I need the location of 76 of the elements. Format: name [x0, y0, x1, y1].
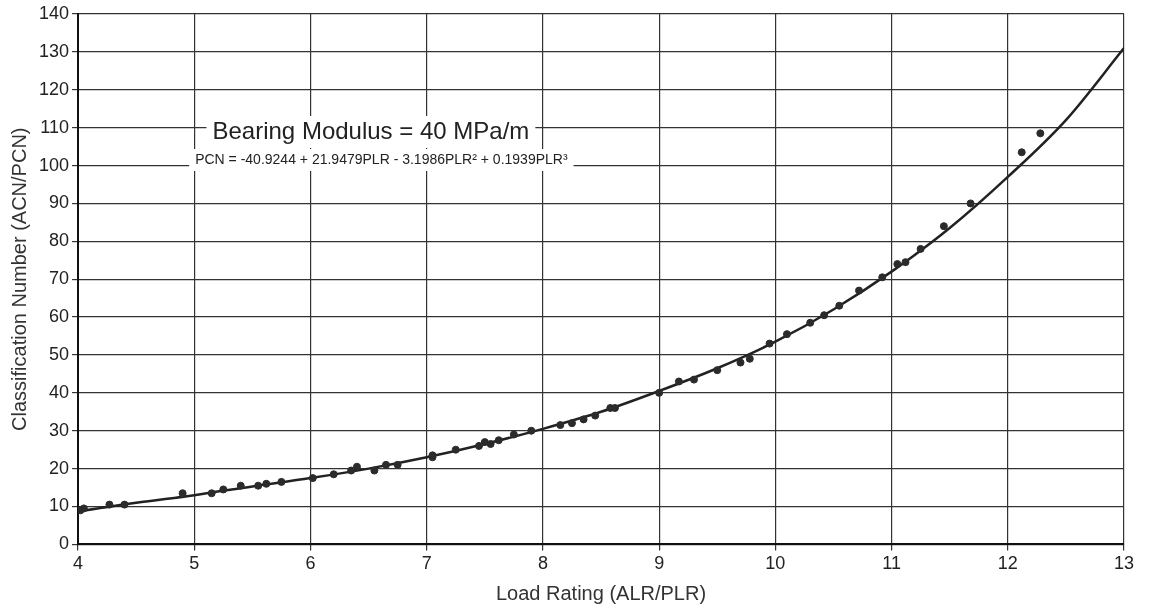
point: [308, 474, 317, 483]
point: [236, 481, 245, 490]
point: [556, 421, 565, 430]
point: [393, 460, 402, 469]
point: [382, 460, 391, 469]
x-tick-label: 5: [189, 553, 200, 574]
point: [966, 199, 975, 208]
y-tick-label: 0: [59, 533, 70, 554]
y-tick-label: 20: [49, 457, 70, 478]
y-tick-label: 10: [49, 495, 70, 516]
point: [736, 358, 745, 367]
y-tick-label: 140: [38, 2, 70, 23]
y-tick-label: 120: [38, 78, 70, 99]
point: [494, 436, 503, 445]
point: [120, 500, 129, 509]
point: [329, 470, 338, 479]
x-tick-label: 10: [765, 553, 786, 574]
point: [579, 415, 588, 424]
y-tick-label: 90: [49, 192, 70, 213]
y-tick-label: 30: [49, 419, 70, 440]
point: [178, 489, 187, 498]
y-tick-label: 110: [40, 116, 70, 137]
point: [689, 375, 698, 384]
x-tick-label: 8: [537, 553, 548, 574]
point: [509, 430, 518, 439]
point: [901, 258, 910, 267]
point: [1036, 129, 1045, 138]
point: [486, 440, 495, 448]
y-tick-label: 80: [49, 230, 70, 251]
annotation: PCN = -40.9244 + 21.9479PLR - 3.1986PLR² + 0.1939PLR³: [195, 150, 568, 167]
point: [480, 438, 489, 447]
point: [893, 260, 902, 269]
y-tick-label: 130: [38, 40, 70, 61]
annotation: Bearing Modulus = 40 MPa/m: [212, 116, 530, 144]
x-tick-label: 6: [305, 553, 316, 574]
point: [219, 485, 228, 494]
point: [474, 441, 483, 450]
point: [820, 311, 829, 320]
point: [591, 411, 600, 420]
point: [939, 222, 948, 231]
point: [451, 445, 460, 454]
point: [527, 426, 536, 435]
x-tick-label: 7: [421, 553, 432, 574]
point: [207, 489, 216, 498]
point: [878, 273, 887, 282]
y-tick-label: 40: [49, 381, 70, 402]
point: [347, 466, 356, 475]
point: [806, 318, 815, 327]
x-tick-label: 12: [997, 553, 1018, 574]
point: [262, 479, 271, 488]
point: [765, 339, 774, 348]
point: [254, 481, 263, 490]
point: [782, 330, 791, 339]
x-tick-label: 9: [654, 553, 665, 574]
y-tick-label: 70: [49, 268, 70, 289]
y-tick-label: 50: [49, 343, 70, 364]
point: [105, 500, 114, 509]
point: [352, 462, 361, 471]
x-tick-label: 13: [1113, 553, 1135, 574]
y-axis-title: Classification Number (ACN/PCN): [7, 127, 30, 431]
x-axis-title: Load Rating (ALR/PLR): [495, 581, 707, 604]
y-tick-label: 60: [49, 306, 70, 327]
point: [835, 301, 844, 310]
point: [674, 377, 683, 386]
point: [855, 286, 864, 295]
x-tick-label: 4: [73, 553, 84, 574]
y-tick-label: 100: [38, 154, 70, 175]
point: [1017, 148, 1026, 157]
point: [713, 366, 722, 375]
point: [370, 466, 379, 475]
point: [277, 477, 286, 486]
x-tick-label: 11: [882, 553, 901, 574]
point: [745, 354, 754, 363]
point: [567, 419, 576, 428]
point: [655, 388, 664, 397]
point: [916, 244, 925, 253]
